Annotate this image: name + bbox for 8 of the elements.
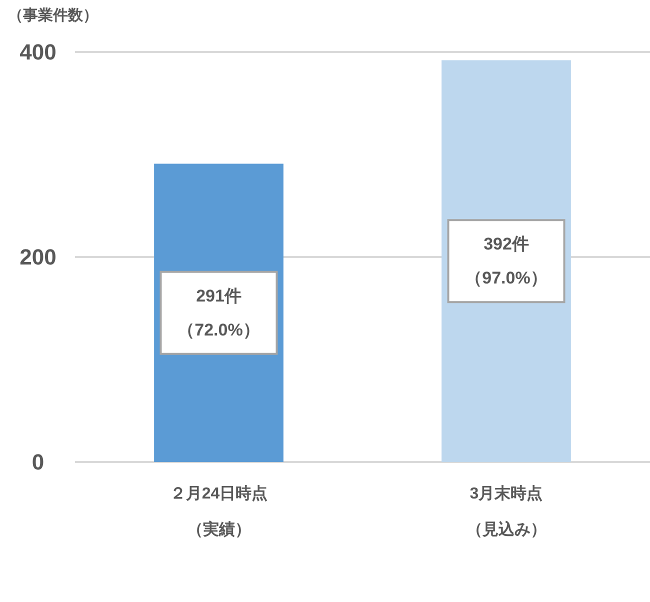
y-tick-label: 0 xyxy=(32,450,44,474)
x-tick-label: ２月24日時点（実績） xyxy=(170,484,268,538)
data-label: 291件（72.0%） xyxy=(178,286,260,340)
y-tick-label: 200 xyxy=(20,244,56,270)
data-label: 392件（97.0%） xyxy=(465,234,548,288)
y-tick-label: 400 xyxy=(20,40,56,64)
x-tick-label: 3月末時点（見込み） xyxy=(466,484,546,538)
y-axis-title: （事業件数） xyxy=(8,7,98,24)
